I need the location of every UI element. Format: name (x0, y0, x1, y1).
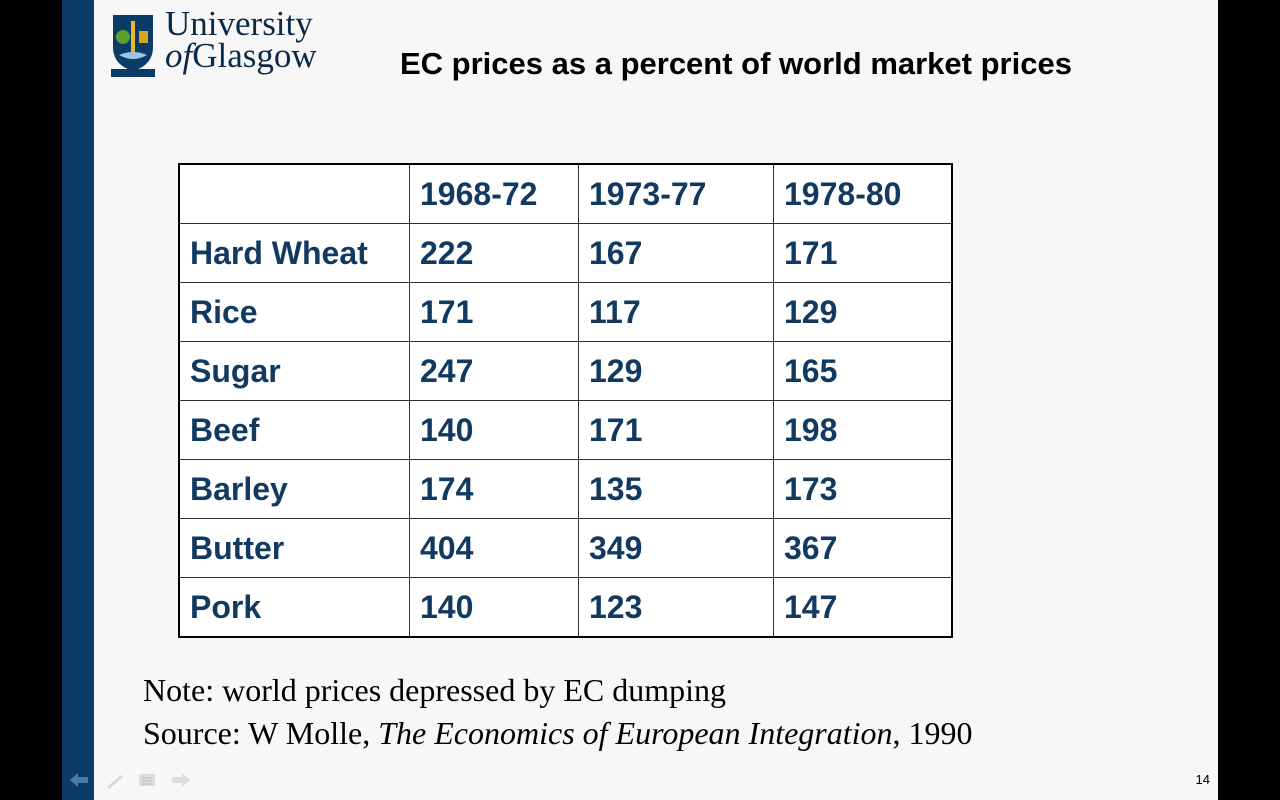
menu-icon[interactable] (137, 770, 159, 790)
row-label-cell: Beef (178, 400, 410, 460)
row-label-cell: Barley (178, 459, 410, 519)
table-row: Pork 140 123 147 (178, 577, 953, 638)
value-cell: 174 (409, 459, 579, 519)
pen-icon[interactable] (104, 770, 126, 790)
page-number: 14 (1195, 772, 1210, 787)
row-label-cell: Hard Wheat (178, 223, 410, 283)
table-row: Barley 174 135 173 (178, 459, 953, 519)
value-cell: 165 (773, 341, 953, 401)
value-cell: 129 (578, 341, 774, 401)
source-text: Source: W Molle, The Economics of Europe… (143, 715, 973, 752)
header-cell: 1968-72 (409, 163, 579, 224)
logo-wordmark: University ofGlasgow (165, 4, 317, 75)
table-row: Beef 140 171 198 (178, 400, 953, 460)
crest-icon (111, 15, 155, 77)
value-cell: 222 (409, 223, 579, 283)
header-cell: 1973-77 (578, 163, 774, 224)
source-suffix: , 1990 (892, 715, 973, 751)
slide-title: EC prices as a percent of world market p… (400, 46, 1072, 81)
header-cell (178, 163, 410, 224)
table-row: Butter 404 349 367 (178, 518, 953, 578)
value-cell: 404 (409, 518, 579, 578)
slide: University ofGlasgow EC prices as a perc… (62, 0, 1218, 800)
logo-line1: University (165, 4, 313, 43)
value-cell: 349 (578, 518, 774, 578)
table-header-row: 1968-72 1973-77 1978-80 (178, 163, 953, 224)
row-label-cell: Pork (178, 577, 410, 638)
value-cell: 173 (773, 459, 953, 519)
value-cell: 140 (409, 400, 579, 460)
value-cell: 129 (773, 282, 953, 342)
header-cell: 1978-80 (773, 163, 953, 224)
value-cell: 167 (578, 223, 774, 283)
value-cell: 367 (773, 518, 953, 578)
row-label-cell: Rice (178, 282, 410, 342)
row-label-cell: Butter (178, 518, 410, 578)
source-book: The Economics of European Integration (378, 715, 893, 751)
value-cell: 247 (409, 341, 579, 401)
table-row: Rice 171 117 129 (178, 282, 953, 342)
table-row: Hard Wheat 222 167 171 (178, 223, 953, 283)
row-label-cell: Sugar (178, 341, 410, 401)
value-cell: 171 (409, 282, 579, 342)
slide-sidebar-bar (62, 0, 94, 800)
value-cell: 123 (578, 577, 774, 638)
logo-line2: Glasgow (192, 36, 317, 75)
value-cell: 135 (578, 459, 774, 519)
value-cell: 117 (578, 282, 774, 342)
university-logo: University ofGlasgow (111, 4, 341, 82)
value-cell: 171 (773, 223, 953, 283)
value-cell: 171 (578, 400, 774, 460)
note-text: Note: world prices depressed by EC dumpi… (143, 672, 726, 708)
table-row: Sugar 247 129 165 (178, 341, 953, 401)
value-cell: 198 (773, 400, 953, 460)
price-table: 1968-72 1973-77 1978-80 Hard Wheat 222 167 171… (178, 163, 953, 638)
value-cell: 147 (773, 577, 953, 638)
arrow-right-icon[interactable] (170, 770, 192, 790)
arrow-left-icon[interactable] (68, 770, 90, 790)
logo-of: of (165, 36, 193, 75)
source-prefix: Source: W Molle, (143, 715, 379, 751)
value-cell: 140 (409, 577, 579, 638)
